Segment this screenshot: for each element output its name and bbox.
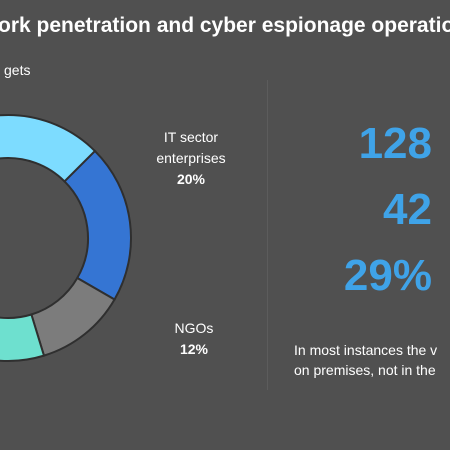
stat-value-3: 29% [343,251,432,300]
stat-value-1: 128 [358,119,432,168]
note-line-1: In most instances the v [294,342,438,358]
donut-segment-unlabeled-0 [0,114,97,183]
segment-label-it-sector: IT sector enterprises 20% [146,127,236,190]
segment-label-ngos-pct: 12% [179,341,209,357]
donut-segment-it-sector-enterprises [63,149,132,301]
segment-label-it-sector-line1: IT sector [163,129,219,145]
chart-title: ork penetration and cyber espionage oper… [0,14,450,37]
segment-label-it-sector-line2: enterprises [156,150,226,166]
stat-value-2: 42 [383,185,432,234]
note-text: In most instances the v on premises, not… [294,340,437,380]
note-line-2: on premises, not in the [294,362,436,378]
segment-label-ngos-name: NGOs [174,320,214,336]
divider [267,80,268,390]
segment-label-it-sector-pct: 20% [176,171,206,187]
segment-label-ngos: NGOs 12% [166,318,222,360]
chart-subtitle: gets [4,62,31,78]
donut-segment-unlabeled-3 [0,313,46,362]
